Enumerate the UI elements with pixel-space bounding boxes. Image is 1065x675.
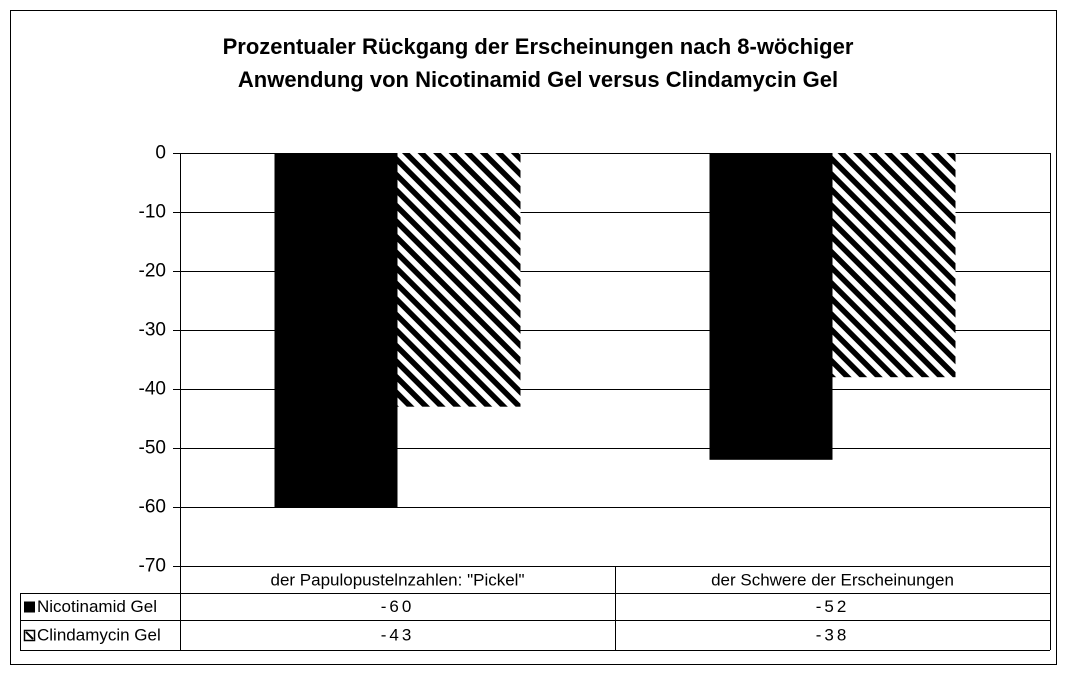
bar <box>832 153 956 378</box>
table-value: -52 <box>816 597 850 616</box>
bar <box>274 153 398 507</box>
legend-key-stripe <box>25 631 34 640</box>
legend-label: Nicotinamid Gel <box>37 597 157 616</box>
bar <box>397 153 521 407</box>
legend-key <box>24 601 35 613</box>
y-tick-label: 0 <box>155 143 166 164</box>
y-tick-label: -30 <box>139 320 166 341</box>
y-tick-label: -40 <box>139 379 166 400</box>
y-tick-label: -20 <box>139 261 166 282</box>
x-tick-label: der Schwere der Erscheinungen <box>711 570 954 589</box>
table-value: -43 <box>381 625 415 644</box>
y-tick-label: -70 <box>139 556 166 577</box>
legend-label: Clindamycin Gel <box>37 625 161 644</box>
x-tick-label: der Papulopustelnzahlen: "Pickel" <box>270 570 524 589</box>
chart-border <box>10 10 1057 665</box>
y-tick-label: -10 <box>139 202 166 223</box>
bar <box>709 153 833 460</box>
table-value: -38 <box>816 625 850 644</box>
y-tick-label: -60 <box>139 497 166 518</box>
chart-title: Prozentualer Rückgang der Erscheinungen … <box>222 34 854 92</box>
y-tick-label: -50 <box>139 438 166 459</box>
table-value: -60 <box>381 597 415 616</box>
